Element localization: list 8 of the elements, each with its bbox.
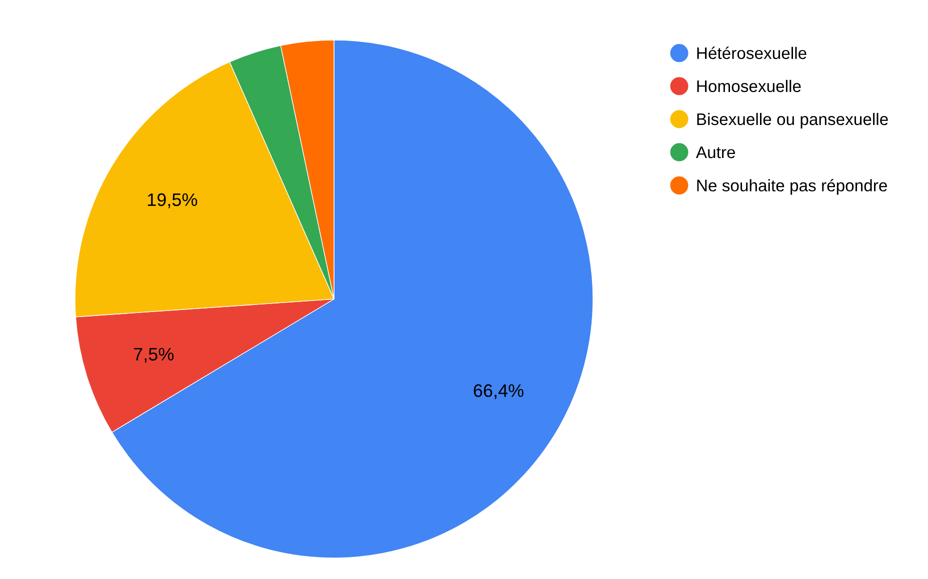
data-label: 19,5% [148, 193, 198, 208]
legend-label: Bisexuelle ou pansexuelle [697, 112, 888, 128]
legend-label: Homosexuelle [697, 80, 801, 92]
data-label: 66,4% [474, 384, 524, 400]
legend-label: Ne souhaite pas répondre [697, 178, 887, 195]
legend-label: Autre [696, 146, 735, 158]
data-label: 7,5% [134, 348, 174, 363]
legend-label: Hétérosexuelle [697, 46, 806, 60]
